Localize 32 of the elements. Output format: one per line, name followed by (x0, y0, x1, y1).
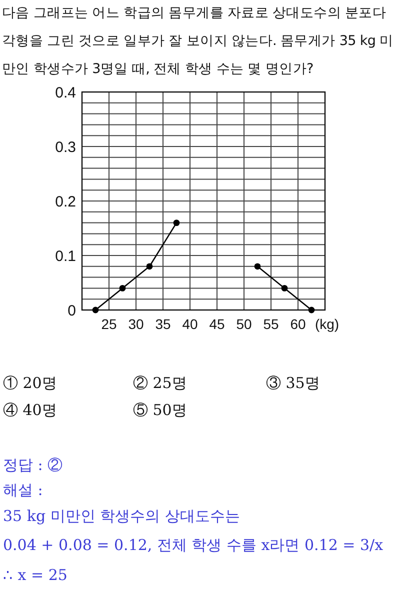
text: ∴ x = 25 (3, 565, 68, 585)
point (173, 220, 180, 226)
x-tick-label: 60 (290, 316, 306, 332)
point (146, 263, 153, 270)
point (119, 285, 126, 292)
chart-title: 다음 그래프는 어느 학급의 몸무게를 자료로 상대도수의 분포다각형을 그린 것으로 일부가 잘 보이지 않는다. 몸무게가 35 kg 미만인 학생수가 3명일 때, 전체 학생 수는 몇 명인가? (2, 4, 394, 79)
x-tick-label: 25 (101, 316, 117, 332)
x-tick-label: 55 (263, 316, 279, 332)
x-axis-title: (kg) (314, 316, 340, 332)
x-tick-label: 50 (236, 316, 252, 332)
text: ⑤ 50명 (133, 400, 187, 420)
x-tick-label: 45 (209, 316, 225, 332)
text: ④ 40명 (3, 400, 57, 420)
y-tick-label: 0.2 (55, 193, 76, 210)
y-tick-label: 0.3 (55, 138, 76, 156)
y-tick-label: 0 (68, 302, 76, 320)
text: 35 kg 미만인 학생수의 상대도수는 (3, 506, 240, 526)
text: ① 20명 (3, 373, 57, 393)
x-tick-label: 35 (155, 316, 171, 332)
y-tick-label: 0.1 (55, 248, 76, 265)
text: ③ 35명 (266, 373, 320, 393)
text: 해설 : (3, 480, 43, 500)
y-tick-label: 0.4 (55, 84, 76, 102)
point (308, 306, 315, 314)
point (254, 263, 261, 270)
text: 정답 : ② (3, 455, 63, 475)
x-tick-label: 40 (182, 316, 198, 332)
text: 0.04 + 0.08 = 0.12, 전체 학생 수를 x라면 0.12 = 3/x (3, 535, 384, 555)
point (92, 306, 99, 314)
x-tick-label: 30 (128, 316, 144, 332)
point (281, 285, 288, 292)
text: ② 25명 (133, 373, 187, 393)
